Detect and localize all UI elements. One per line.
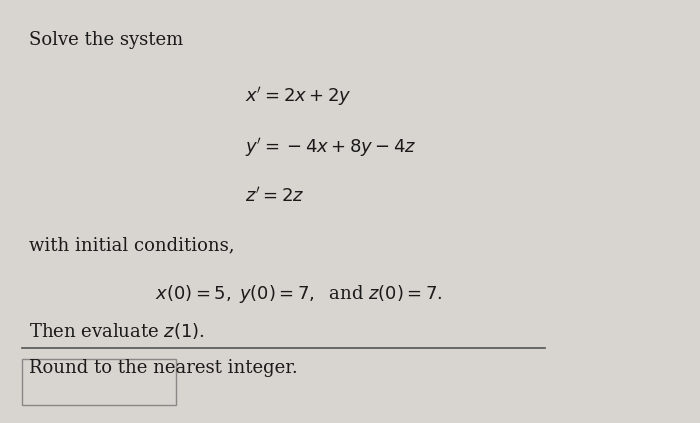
Text: $z' = 2z$: $z' = 2z$ — [246, 186, 305, 205]
FancyBboxPatch shape — [22, 359, 176, 405]
Text: $x(0) = 5,\; y(0) = 7,\;$ and $z(0) = 7.$: $x(0) = 5,\; y(0) = 7,\;$ and $z(0) = 7.… — [155, 283, 442, 305]
Text: $y' = -4x + 8y - 4z$: $y' = -4x + 8y - 4z$ — [246, 136, 417, 159]
Text: $x' = 2x + 2y$: $x' = 2x + 2y$ — [246, 85, 352, 108]
Text: Then evaluate $z(1)$.: Then evaluate $z(1)$. — [29, 321, 205, 341]
Text: Round to the nearest integer.: Round to the nearest integer. — [29, 359, 298, 376]
Text: with initial conditions,: with initial conditions, — [29, 237, 235, 255]
Text: Solve the system: Solve the system — [29, 31, 183, 49]
